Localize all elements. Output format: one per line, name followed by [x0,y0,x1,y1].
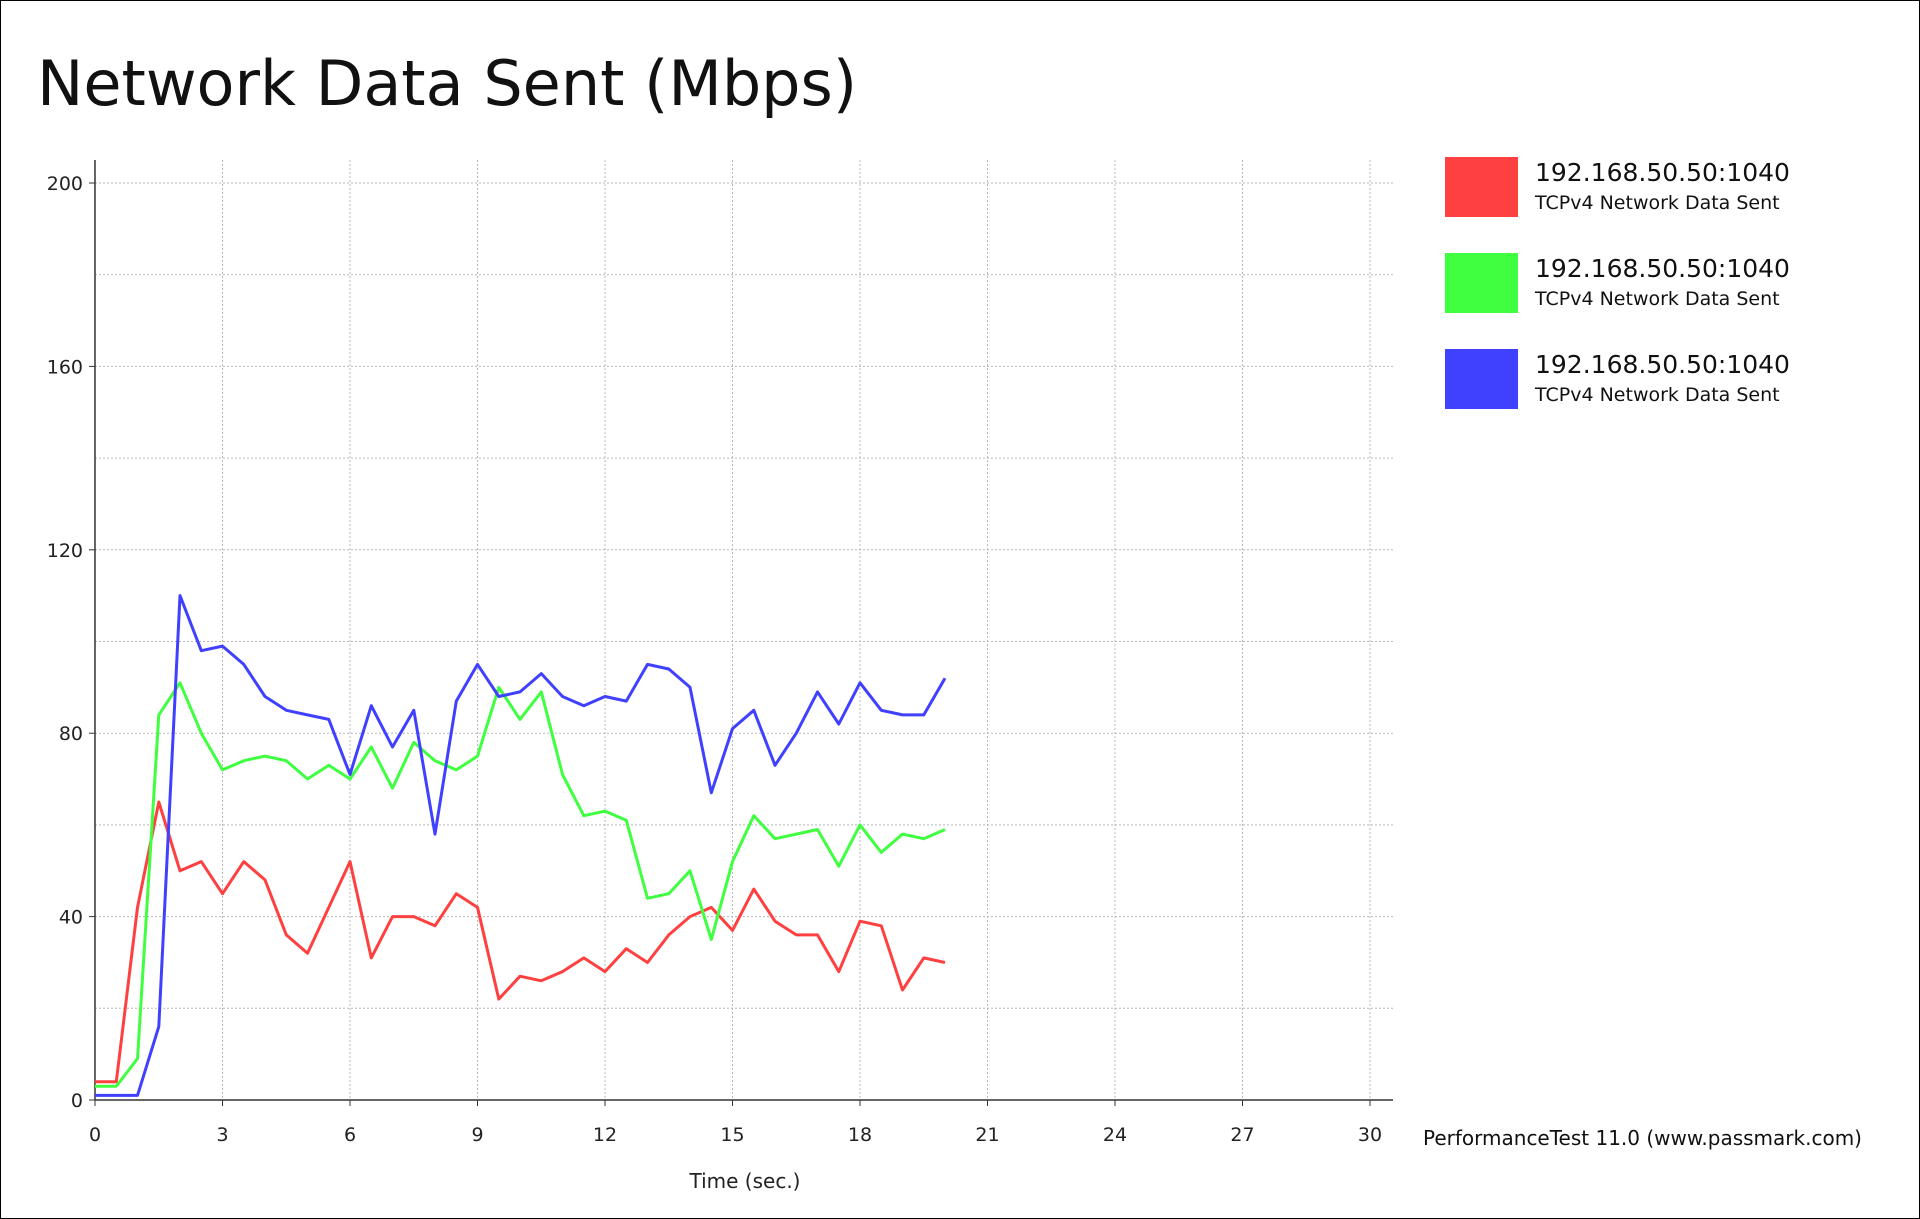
x-tick-label: 15 [720,1124,744,1146]
legend-series-subtitle-1: TCPv4 Network Data Sent [1534,192,1780,214]
x-tick-label: 21 [975,1124,999,1146]
y-tick-label: 200 [47,173,83,195]
x-tick-label: 3 [216,1124,228,1146]
series-line-1 [95,800,946,1084]
x-tick-label: 30 [1358,1124,1382,1146]
x-axis-label: Time (sec.) [689,1169,801,1193]
legend-swatch-2 [1445,253,1518,313]
y-tick-label: 120 [47,540,83,562]
x-tick-label: 27 [1230,1124,1254,1146]
axes: 0 40 80 120 160 200 0 3 6 9 12 15 18 21 24 27 30 [47,160,1393,1146]
chart-title: Network Data Sent (Mbps) [37,47,857,120]
x-tick-label: 12 [593,1124,617,1146]
series-lines [95,594,947,1097]
x-tick-label: 24 [1103,1124,1127,1146]
legend-series-subtitle-2: TCPv4 Network Data Sent [1534,288,1780,310]
series-line-2 [95,681,946,1088]
x-tick-label: 18 [848,1124,872,1146]
x-tick-label: 9 [471,1124,483,1146]
legend-swatch-1 [1445,157,1518,217]
legend-series-name-2: 192.168.50.50:1040 [1535,254,1790,283]
legend-series-subtitle-3: TCPv4 Network Data Sent [1534,384,1780,406]
x-tick-label: 0 [89,1124,101,1146]
y-tick-label: 80 [59,723,83,745]
legend: 192.168.50.50:1040 TCPv4 Network Data Sen… [1445,157,1790,409]
x-tick-label: 6 [344,1124,356,1146]
credit-text: PerformanceTest 11.0 (www.passmark.com) [1423,1126,1862,1150]
grid [94,160,1393,1101]
legend-swatch-3 [1445,349,1518,409]
y-tick-label: 0 [71,1090,83,1112]
y-tick-label: 40 [59,907,83,929]
y-tick-label: 160 [47,356,83,378]
legend-series-name-3: 192.168.50.50:1040 [1535,350,1790,379]
series-line-3 [95,594,947,1097]
legend-series-name-1: 192.168.50.50:1040 [1535,158,1790,187]
